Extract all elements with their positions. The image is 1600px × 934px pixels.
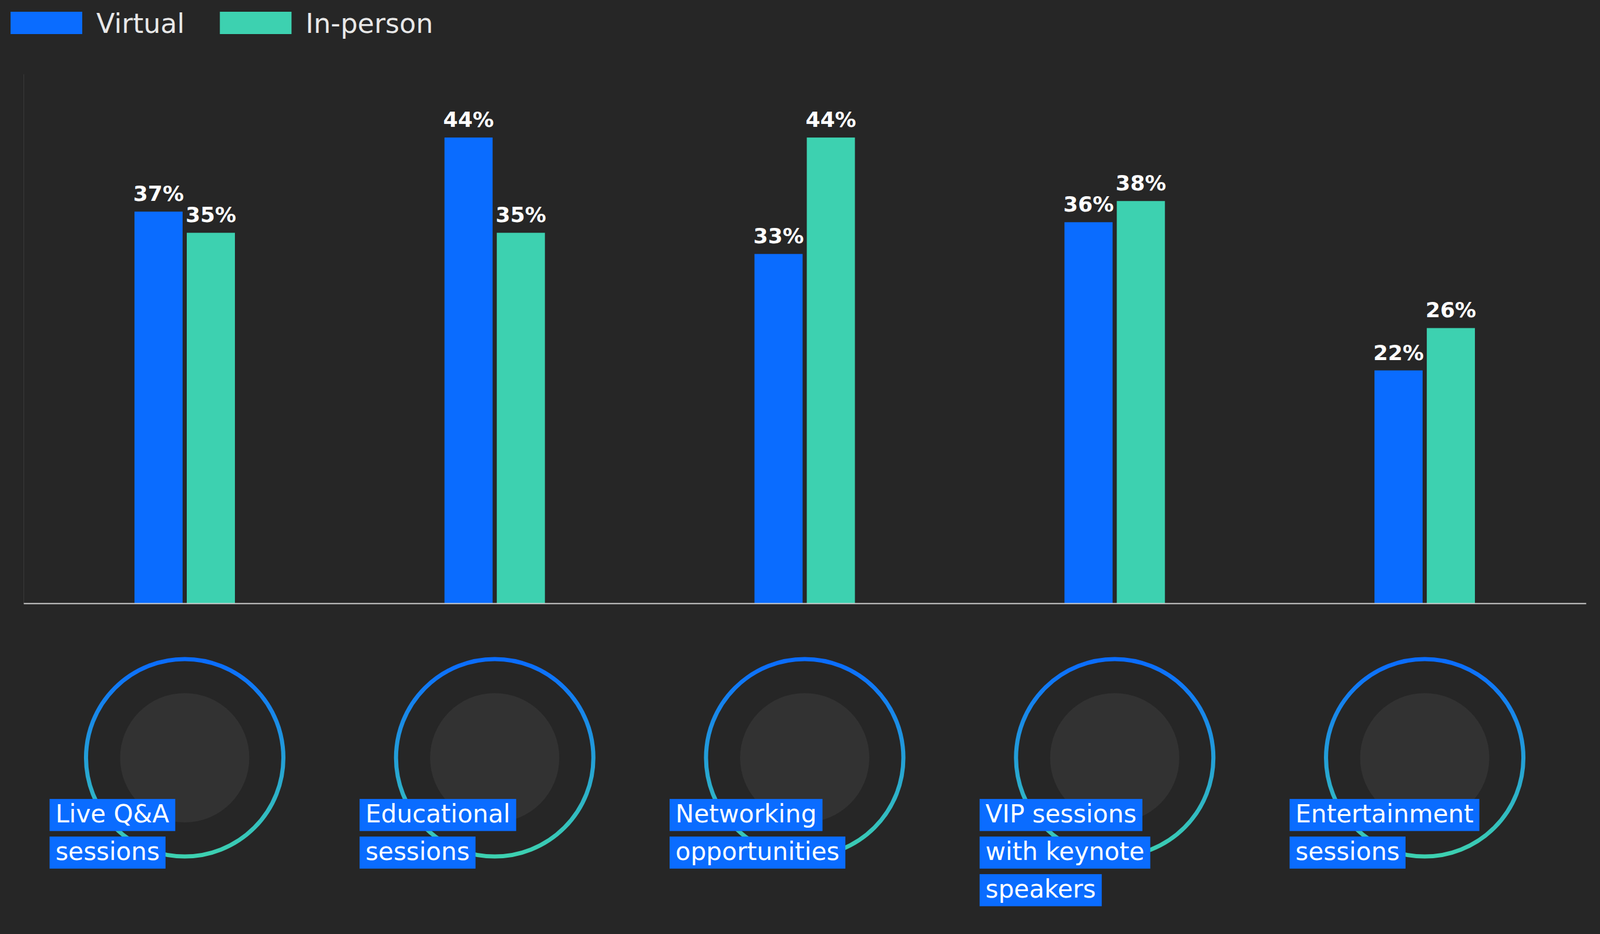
label-box: [669, 798, 823, 832]
label-box: [1289, 798, 1480, 832]
y-axis-line: [23, 74, 25, 604]
category-label: with keynote: [985, 837, 1145, 866]
label-box: [979, 874, 1102, 907]
category-label: sessions: [55, 837, 160, 866]
data-label: 38%: [1115, 170, 1166, 196]
label-box: [979, 798, 1143, 832]
data-label: 22%: [1373, 340, 1424, 365]
data-label: 33%: [753, 223, 804, 248]
bar: [807, 137, 856, 604]
category-label: Educational: [365, 799, 511, 829]
bar: [134, 211, 183, 604]
data-labels: 37% 44% 33% 36% 22% 35% 35% 44% 38% 26%: [133, 107, 1477, 365]
data-label: 35%: [185, 202, 237, 227]
bar: [1374, 370, 1423, 604]
label-box: [359, 836, 476, 869]
data-label: 35%: [495, 202, 547, 227]
label-box: [979, 836, 1151, 869]
data-label: 36%: [1063, 192, 1114, 217]
data-label: 37%: [133, 181, 184, 206]
category-label: Networking: [675, 799, 817, 829]
legend-label: In-person: [305, 7, 433, 40]
x-axis-line: [24, 603, 1587, 605]
category-label: VIP sessions: [985, 799, 1137, 829]
label-box: [49, 798, 176, 832]
legend-swatch: [10, 11, 83, 35]
category-label: sessions: [1295, 837, 1400, 866]
label-box: [1289, 836, 1406, 869]
background: [0, 0, 1600, 934]
category-label: speakers: [985, 874, 1097, 904]
legend: Virtual In-person: [10, 7, 433, 40]
bar: [1064, 222, 1113, 604]
category-labels: Live Q&A sessions Educational sessions Netwo…: [49, 798, 1480, 907]
label-box: [669, 836, 846, 869]
label-box: [359, 798, 517, 832]
chart: 37% 44% 33% 36% 22% 35% 35% 44% 38% 26% Virtual In-…: [0, 0, 1600, 934]
bar: [1116, 200, 1165, 604]
data-label: 26%: [1425, 297, 1477, 322]
category-label: opportunities: [675, 837, 840, 866]
icons: [85, 659, 1524, 857]
bar: [444, 137, 493, 604]
category-label: Live Q&A: [55, 799, 170, 829]
y-axis: [23, 74, 25, 604]
bar: [1426, 327, 1475, 604]
bars: [134, 137, 1475, 604]
legend-swatch: [219, 11, 292, 35]
bar: [186, 232, 235, 604]
bar: [496, 232, 546, 604]
data-label: 44%: [805, 107, 856, 132]
category-label: sessions: [365, 837, 470, 866]
category-label: Entertainment: [1295, 799, 1474, 829]
data-label: 44%: [443, 107, 494, 132]
x-axis: [24, 603, 1587, 604]
legend-label: Virtual: [96, 7, 185, 40]
label-box: [49, 836, 166, 869]
bar: [754, 253, 803, 604]
